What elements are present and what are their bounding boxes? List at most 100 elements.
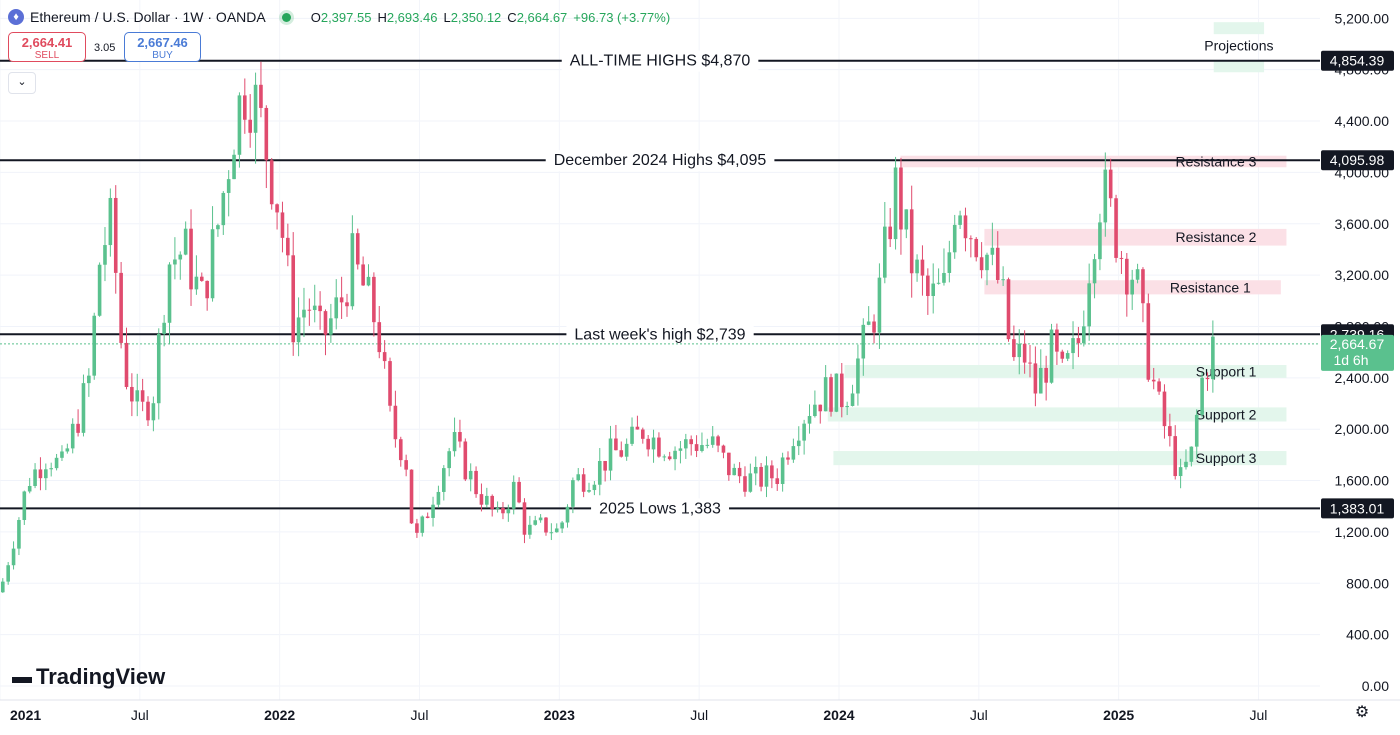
current-price-tag	[1321, 334, 1394, 371]
candle-body	[678, 448, 683, 451]
candle-body	[76, 423, 80, 433]
candle-body	[1012, 339, 1016, 358]
level-label-bg	[591, 498, 730, 520]
candle-body	[624, 443, 629, 457]
candle-body	[1017, 343, 1022, 358]
candle-body	[92, 315, 97, 376]
settings-gear-icon[interactable]: ⚙	[1354, 704, 1370, 721]
candle-body	[1092, 259, 1097, 284]
projection-zone-bottom	[1213, 60, 1265, 73]
candle-body	[1108, 169, 1113, 199]
support-zone-label: Support 1	[1196, 363, 1257, 379]
candle-body	[737, 467, 742, 477]
x-tick-label: Jul	[1250, 707, 1268, 723]
candle-body	[1157, 381, 1161, 392]
candle-body	[275, 204, 279, 213]
resistance-zone	[984, 228, 1287, 246]
projection-zone-top	[1213, 22, 1265, 35]
candle-body	[947, 252, 952, 273]
x-tick-label: 2025	[1103, 707, 1134, 723]
candle-body	[511, 481, 516, 509]
candle-body	[420, 516, 425, 533]
candle-body	[931, 283, 936, 296]
candle-body	[958, 215, 962, 225]
tradingview-mark-icon: ▬	[12, 665, 32, 688]
candle-body	[70, 423, 75, 449]
candle-body	[1076, 338, 1081, 344]
candle-body	[710, 436, 715, 445]
candle-body	[522, 502, 527, 535]
candle-body	[216, 225, 220, 230]
y-tick-label: 400.00	[1346, 627, 1389, 643]
candle-body	[619, 450, 624, 457]
candle-body	[780, 457, 785, 484]
change-value: +96.73 (+3.77%)	[573, 9, 671, 25]
symbol-title[interactable]: Ethereum / U.S. Dollar · 1W · OANDA	[30, 9, 266, 25]
candle-body	[431, 504, 435, 518]
candle-body	[1022, 343, 1027, 363]
candle-body	[291, 255, 296, 343]
candle-body	[135, 390, 140, 402]
candle-body	[302, 309, 306, 318]
candle-body	[350, 233, 355, 307]
candle-body	[382, 352, 387, 362]
candle-body	[538, 517, 543, 521]
candle-body	[97, 264, 102, 316]
level-price-tag-text: 4,095.98	[1330, 152, 1385, 168]
x-tick-label: 2022	[264, 707, 295, 723]
candle-body	[156, 333, 161, 404]
candle-body	[108, 197, 113, 246]
candle-body	[178, 254, 183, 260]
candle-body	[581, 474, 586, 492]
high-label: H	[377, 9, 387, 25]
candle-body	[866, 321, 871, 325]
chart-header: ♦ Ethereum / U.S. Dollar · 1W · OANDA O2…	[8, 6, 670, 28]
candle-body	[259, 84, 263, 108]
candle-body	[1135, 269, 1140, 280]
candle-body	[818, 404, 823, 412]
candle-body	[463, 441, 468, 480]
tradingview-logo: ▬ TradingView	[12, 664, 165, 690]
candle-body	[103, 245, 107, 265]
candle-body	[888, 226, 892, 240]
candle-body	[1146, 303, 1151, 380]
candle-body	[49, 468, 53, 470]
close-label: C	[507, 9, 517, 25]
candle-body	[6, 565, 10, 582]
open-value: 2,397.55	[320, 9, 372, 25]
buy-button[interactable]: 2,667.46 BUY	[124, 32, 201, 62]
level-label: 2025 Lows 1,383	[599, 500, 721, 517]
candle-body	[436, 491, 441, 505]
sell-button[interactable]: 2,664.41 SELL	[8, 32, 86, 62]
level-label-bg	[566, 324, 754, 346]
y-tick-label: 2,400.00	[1335, 370, 1390, 386]
candle-body	[226, 179, 231, 193]
x-tick-label: Jul	[970, 707, 988, 723]
candle-body	[87, 375, 91, 384]
candle-body	[0, 581, 5, 593]
level-price-tag	[1321, 50, 1394, 71]
level-price-tag-text: 4,854.39	[1330, 53, 1385, 69]
candle-body	[253, 84, 258, 133]
candle-body	[388, 361, 392, 406]
level-price-tag	[1321, 498, 1394, 519]
candle-body	[495, 507, 500, 509]
collapse-chevron-icon[interactable]: ⌄	[8, 72, 36, 94]
sell-label: SELL	[34, 50, 60, 61]
candle-body	[329, 318, 333, 335]
candle-body	[334, 297, 339, 319]
open-label: O	[310, 9, 321, 25]
candle-body	[791, 446, 796, 460]
resistance-zone-label: Resistance 1	[1170, 279, 1251, 295]
x-tick-label: 2023	[544, 707, 575, 723]
candle-body	[280, 212, 285, 238]
candle-body	[501, 507, 505, 514]
candle-body	[554, 528, 559, 533]
candle-body	[877, 277, 882, 333]
candle-body	[27, 486, 32, 492]
buy-label: BUY	[152, 50, 173, 61]
candle-body	[361, 264, 365, 286]
candle-body	[130, 386, 134, 402]
candle-body	[560, 522, 564, 529]
